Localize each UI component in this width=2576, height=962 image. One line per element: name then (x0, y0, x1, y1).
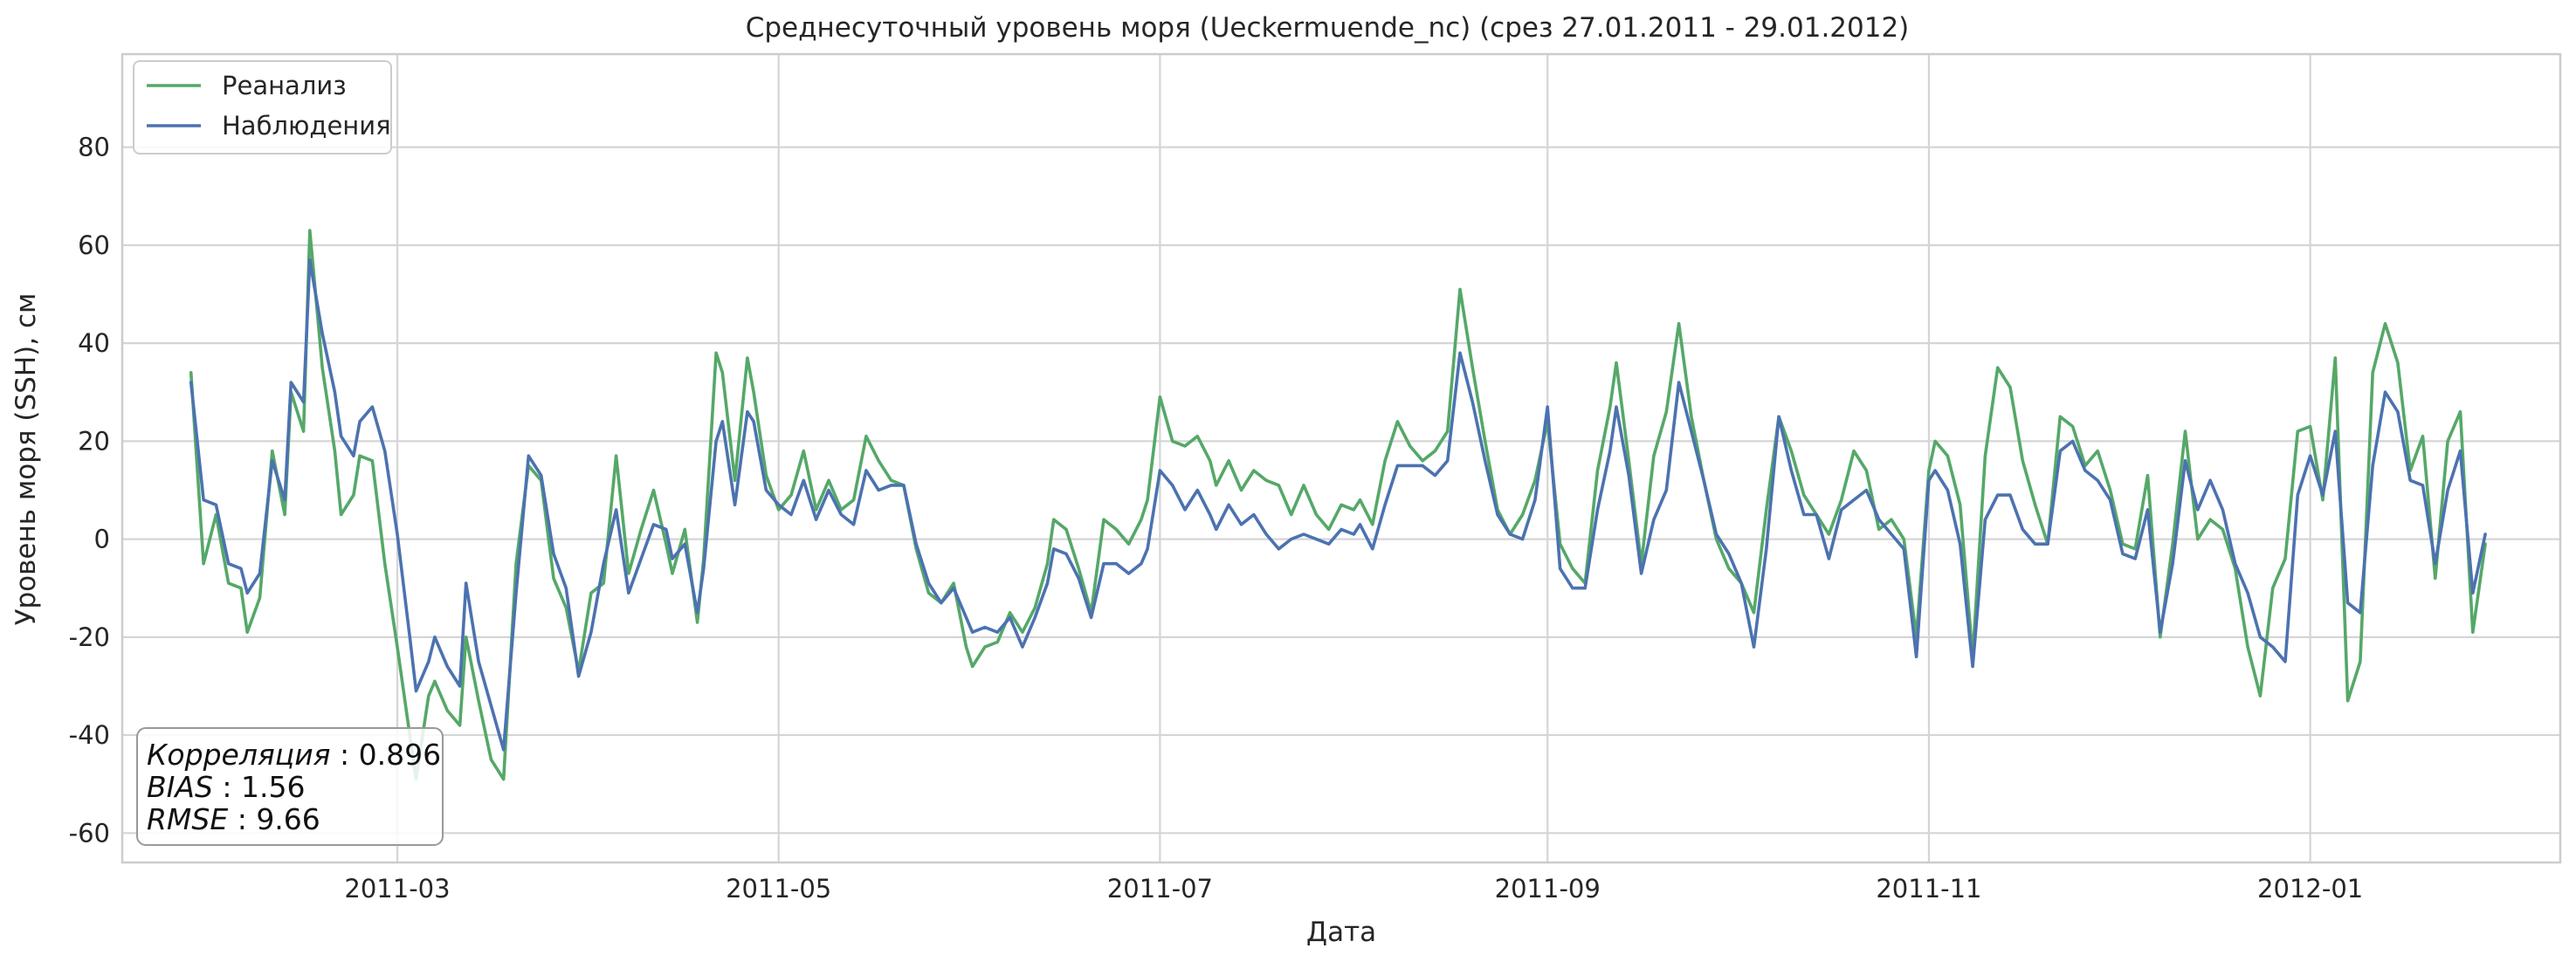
x-axis-ticks: 2011-03 2011-05 2011-07 2011-09 2011-11 2012-… (344, 874, 2363, 904)
reanalysis-series-line (189, 229, 2487, 781)
x-tick-label: 2011-09 (1495, 874, 1601, 904)
stats-correlation-sep: : (331, 738, 359, 772)
y-tick-label: 80 (78, 133, 110, 162)
y-tick-label: 20 (78, 426, 110, 456)
stats-box-frame (136, 727, 444, 846)
legend-label-reanalysis: Реанализ (222, 71, 347, 100)
plot-frame (121, 52, 2562, 864)
x-tick-label: 2011-05 (726, 874, 831, 904)
y-axis-label: Уровень моря (SSH), см (10, 293, 42, 626)
stats-bias-label: BIAS (147, 770, 213, 804)
stats-correlation: Корреляция : 0.896 (147, 738, 441, 772)
legend: Реанализ Наблюдения (133, 60, 392, 155)
y-axis-ticks: -60 -40 -20 0 20 40 60 80 (69, 133, 110, 849)
stats-rmse-label: RMSE (147, 802, 228, 836)
y-tick-label: -20 (69, 622, 110, 652)
stats-rmse: RMSE : 9.66 (147, 802, 320, 836)
y-tick-label: -40 (69, 720, 110, 750)
stats-bias: BIAS : 1.56 (147, 770, 306, 804)
y-tick-label: -60 (69, 818, 110, 848)
stats-correlation-label: Корреляция (147, 738, 331, 772)
y-tick-label: 0 (94, 525, 110, 554)
x-axis-label: Дата (1306, 917, 1376, 948)
x-tick-label: 2012-01 (2257, 874, 2363, 904)
chart-title: Среднесуточный уровень моря (Ueckermuend… (746, 12, 1910, 44)
stats-bias-value: 1.56 (241, 770, 305, 804)
y-tick-label: 60 (78, 230, 110, 260)
stats-box: Корреляция : 0.896 BIAS : 1.56 RMSE : 9.… (136, 727, 444, 846)
x-tick-label: 2011-07 (1107, 874, 1213, 904)
x-tick-label: 2011-03 (344, 874, 450, 904)
series-lines (189, 229, 2487, 781)
stats-bias-sep: : (213, 770, 241, 804)
stats-correlation-value: 0.896 (359, 738, 441, 772)
stats-rmse-sep: : (228, 802, 256, 836)
x-tick-label: 2011-11 (1876, 874, 1981, 904)
stats-rmse-value: 9.66 (256, 802, 320, 836)
y-tick-label: 40 (78, 328, 110, 358)
legend-label-observations: Наблюдения (222, 111, 391, 141)
observations-series-line (189, 258, 2487, 752)
